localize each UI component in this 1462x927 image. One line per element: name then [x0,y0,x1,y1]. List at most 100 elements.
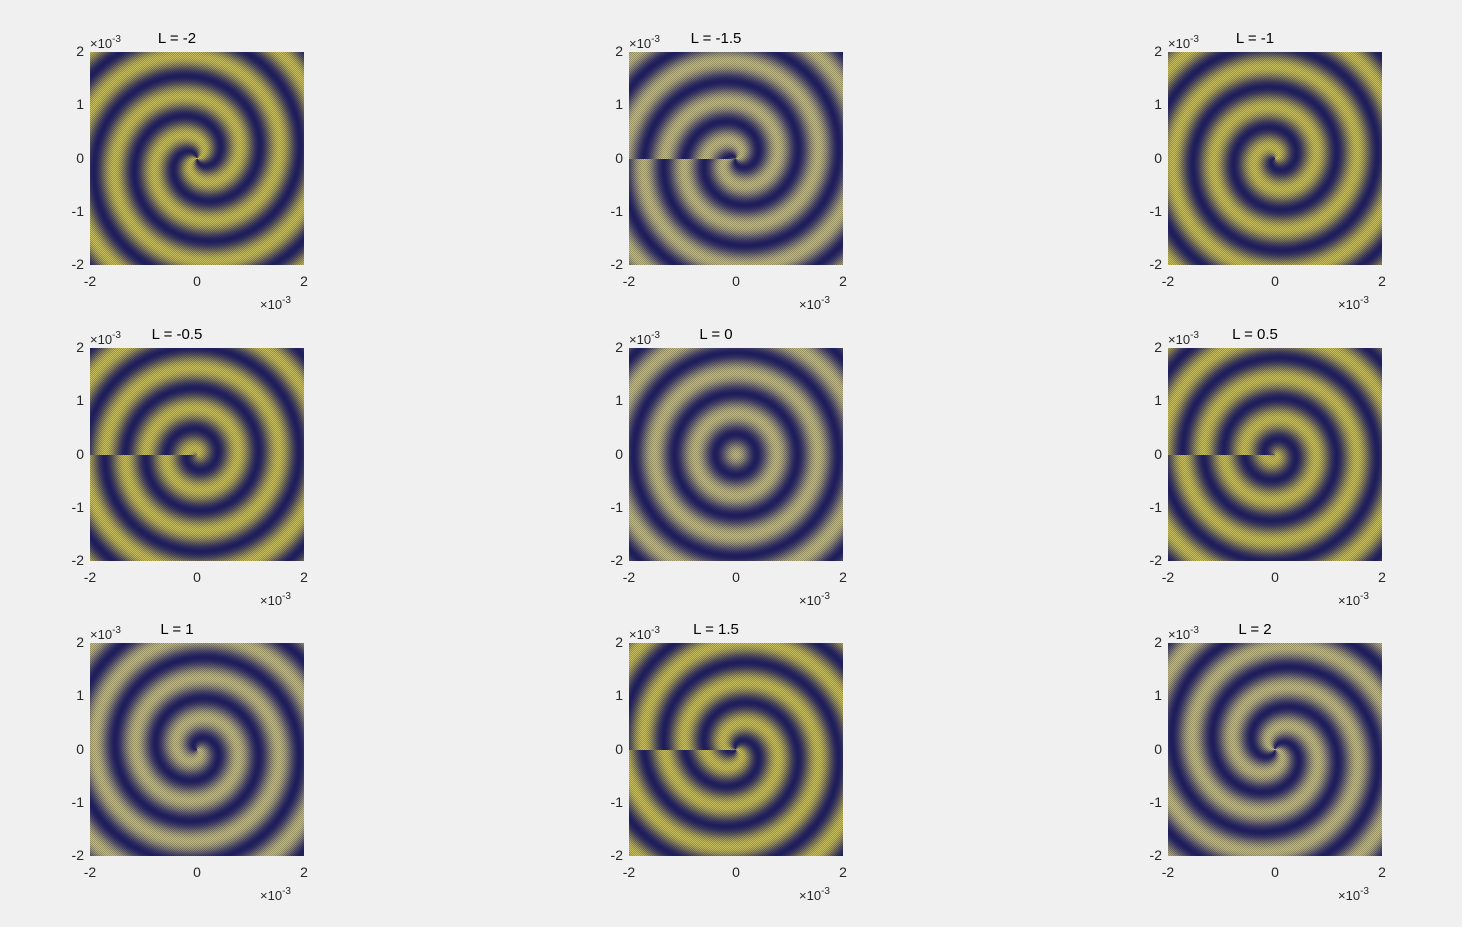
y-tick-label: -2 [71,256,84,272]
y-axis-multiplier: ×10-3 [1168,34,1199,51]
x-tick-label: 2 [839,864,847,880]
y-tick-label: 1 [615,96,623,113]
heatmap-image [1168,348,1382,561]
heatmap-plot [629,52,843,265]
x-axis-multiplier: ×10-3 [799,886,830,903]
multiplier-text: ×10 [799,888,822,903]
subplot-panel: L = 2 ×10-3 2 1 0 -1 -2 -2 0 2 ×10-3 [1128,621,1428,921]
subplot-title: L = -0.5 [151,326,203,343]
y-axis-multiplier: ×10-3 [1168,330,1199,347]
heatmap-image [1168,643,1382,856]
x-tick-label: 0 [193,273,201,289]
subplot-panel: L = 0.5 ×10-3 2 1 0 -1 -2 -2 0 2 ×10-3 [1128,326,1428,626]
x-axis-multiplier: ×10-3 [799,591,830,608]
exponent-text: -3 [1190,34,1199,45]
exponent-text: -3 [651,34,660,45]
y-tick-label: 1 [1154,96,1162,113]
multiplier-text: ×10 [1168,627,1191,642]
x-axis-multiplier: ×10-3 [1338,886,1369,903]
x-tick-label: 0 [193,864,201,880]
x-axis-multiplier: ×10-3 [260,295,291,312]
y-tick-label: 0 [76,149,84,166]
subplot-title: L = 2 [1238,621,1272,638]
y-tick-label: 1 [76,96,84,113]
x-axis-multiplier: ×10-3 [1338,295,1369,312]
exponent-text: -3 [1190,625,1199,636]
heatmap-plot [90,348,304,561]
y-tick-label: -1 [1149,202,1162,219]
subplot-panel: L = 1.5 ×10-3 2 1 0 -1 -2 -2 0 2 ×10-3 [589,621,889,921]
y-tick-label: -2 [1149,552,1162,568]
x-tick-label: -2 [622,864,636,880]
x-tick-label: 2 [1378,864,1386,880]
x-tick-label: -2 [622,569,636,585]
multiplier-text: ×10 [90,332,113,347]
y-tick-label: 0 [1154,149,1162,166]
y-axis-multiplier: ×10-3 [90,330,121,347]
subplot-panel: L = -2 ×10-3 2 1 0 -1 -2 -2 0 2 ×10-3 [50,30,350,330]
exponent-text: -3 [1190,330,1199,341]
x-tick-label: 0 [732,569,740,585]
exponent-text: -3 [821,591,830,602]
y-tick-label: 1 [76,687,84,704]
x-tick-label: 2 [300,273,308,289]
y-tick-label: -2 [610,552,623,568]
subplot-title: L = 1 [160,621,194,638]
x-tick-label: 0 [193,569,201,585]
subplot-title: L = -1 [1235,30,1275,47]
y-tick-label: 1 [76,392,84,409]
y-tick-label: 2 [1154,43,1162,59]
y-tick-label: -2 [610,847,623,863]
y-tick-label: -1 [610,498,623,515]
multiplier-text: ×10 [1338,297,1361,312]
heatmap-image [1168,52,1382,265]
exponent-text: -3 [651,625,660,636]
heatmap-plot [1168,52,1382,265]
x-tick-label: -2 [1161,273,1175,289]
exponent-text: -3 [282,591,291,602]
heatmap-plot [90,52,304,265]
y-tick-label: 1 [1154,687,1162,704]
subplot-panel: L = -1.5 ×10-3 2 1 0 -1 -2 -2 0 2 ×10-3 [589,30,889,330]
x-tick-label: -2 [622,273,636,289]
y-tick-label: 2 [1154,634,1162,650]
x-tick-label: 2 [839,273,847,289]
x-tick-label: 0 [1271,864,1279,880]
y-axis-multiplier: ×10-3 [629,625,660,642]
y-axis-multiplier: ×10-3 [90,625,121,642]
multiplier-text: ×10 [90,627,113,642]
y-tick-label: -1 [1149,498,1162,515]
heatmap-image [90,52,304,265]
exponent-text: -3 [112,625,121,636]
subplot-panel: L = -1 ×10-3 2 1 0 -1 -2 -2 0 2 ×10-3 [1128,30,1428,330]
x-axis-multiplier: ×10-3 [1338,591,1369,608]
y-tick-label: 0 [1154,445,1162,462]
x-tick-label: 2 [300,569,308,585]
heatmap-plot [629,348,843,561]
heatmap-plot [1168,643,1382,856]
subplot-panel: L = 1 ×10-3 2 1 0 -1 -2 -2 0 2 ×10-3 [50,621,350,921]
subplot-panel: L = -0.5 ×10-3 2 1 0 -1 -2 -2 0 2 ×10-3 [50,326,350,626]
exponent-text: -3 [112,34,121,45]
y-tick-label: -1 [610,202,623,219]
heatmap-plot [90,643,304,856]
heatmap-plot [1168,348,1382,561]
y-tick-label: 0 [615,149,623,166]
heatmap-image [629,52,843,265]
y-tick-label: -2 [610,256,623,272]
y-tick-label: 1 [1154,392,1162,409]
x-tick-label: -2 [1161,864,1175,880]
multiplier-text: ×10 [799,297,822,312]
subplot-title: L = 0.5 [1232,326,1278,343]
y-tick-label: 1 [615,392,623,409]
x-tick-label: 2 [1378,569,1386,585]
y-tick-label: 2 [76,43,84,59]
exponent-text: -3 [821,295,830,306]
y-tick-label: 0 [76,740,84,757]
x-axis-multiplier: ×10-3 [799,295,830,312]
y-tick-label: -1 [610,793,623,810]
x-axis-multiplier: ×10-3 [260,591,291,608]
heatmap-image [629,348,843,561]
subplot-title: L = 1.5 [693,621,739,638]
